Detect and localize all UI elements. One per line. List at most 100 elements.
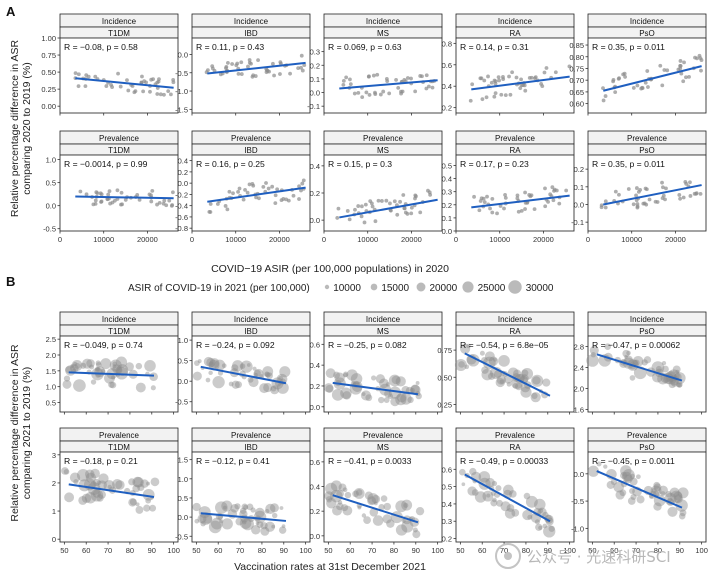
strip-outer-label: Prevalence (627, 134, 668, 143)
data-point (369, 508, 379, 517)
data-point (481, 368, 493, 381)
data-point (263, 382, 273, 393)
strip-outer-label: Incidence (630, 17, 665, 26)
y-axis-title-a: Relative percentage difference in ASRcom… (9, 39, 33, 217)
data-point (361, 392, 366, 396)
data-point (64, 492, 75, 503)
strip-inner-label: T1DM (108, 146, 130, 155)
data-point (76, 72, 81, 77)
data-point (586, 354, 599, 367)
data-point (660, 180, 664, 185)
data-point (243, 187, 247, 192)
data-point (133, 477, 144, 488)
plot-frame (455, 335, 575, 413)
data-point (386, 519, 395, 528)
data-point (669, 378, 674, 383)
data-point (635, 474, 641, 480)
stat-label: R = −0.47, p = 0.00062 (592, 340, 680, 350)
data-point (169, 92, 173, 97)
data-point (171, 80, 176, 85)
data-point (135, 382, 146, 393)
data-point (234, 381, 242, 389)
data-point (495, 485, 502, 492)
data-point (383, 502, 392, 511)
data-point (296, 66, 301, 71)
data-point (336, 502, 344, 511)
data-point (546, 199, 550, 204)
data-point (553, 70, 558, 75)
data-point (272, 512, 278, 519)
y-tick-label: 1.5 (46, 367, 56, 376)
data-point (149, 199, 154, 204)
data-point (326, 498, 337, 509)
data-point (482, 490, 494, 502)
regression-line (339, 198, 438, 219)
data-point (85, 472, 97, 483)
data-point (367, 493, 379, 505)
x-tick-label: 70 (104, 546, 112, 555)
data-point (149, 372, 158, 381)
data-point (531, 392, 538, 400)
data-point (681, 79, 686, 84)
data-point (527, 193, 532, 197)
data-point (394, 77, 398, 82)
data-point (491, 480, 498, 487)
data-point (478, 76, 483, 81)
data-point (509, 490, 517, 498)
data-point (424, 73, 429, 78)
data-point (676, 382, 681, 388)
data-point (284, 197, 289, 202)
y-tick-label: 0.2 (178, 168, 188, 177)
data-point (288, 71, 292, 76)
data-point (373, 92, 378, 96)
data-point (359, 204, 364, 209)
data-point (357, 505, 362, 510)
x-tick-label: 10000 (93, 235, 114, 244)
x-tick-label: 50 (192, 546, 200, 555)
strip-inner-label: RA (509, 327, 521, 336)
data-point (631, 359, 638, 366)
data-point (119, 202, 123, 207)
strip-outer-label: Prevalence (363, 134, 404, 143)
y-tick-label: 0.1 (574, 183, 584, 192)
regression-line (596, 470, 683, 509)
strip-inner-label: PsO (639, 146, 655, 155)
y-axis-title-line1: Relative percentage difference in ASR (9, 344, 21, 522)
data-point (647, 197, 652, 202)
data-point (599, 203, 604, 208)
data-point (627, 497, 636, 505)
data-point (235, 61, 240, 66)
size-legend-marker-15000 (370, 283, 378, 291)
data-point (590, 352, 597, 358)
data-point (194, 518, 200, 524)
data-point (137, 483, 145, 492)
data-point (519, 83, 524, 88)
panel-letter-a: A (6, 4, 16, 19)
x-tick-label: 10000 (225, 235, 246, 244)
data-point (90, 468, 100, 479)
data-point (106, 192, 111, 197)
data-point (426, 84, 431, 89)
data-point (673, 372, 686, 385)
data-point (200, 520, 206, 527)
y-tick-label: 0.4 (310, 483, 320, 492)
data-point (360, 390, 372, 401)
x-tick-label: 70 (236, 546, 244, 555)
strip-outer-label: Incidence (234, 315, 269, 324)
data-point (269, 503, 279, 513)
y-tick-label: 0.0 (442, 227, 452, 236)
regression-line (75, 77, 174, 89)
size-legend-marker-10000 (324, 284, 330, 290)
data-point (300, 68, 305, 73)
data-point (247, 60, 252, 65)
data-point (116, 364, 129, 376)
regression-line (603, 184, 702, 206)
data-point (601, 86, 605, 91)
data-point (325, 384, 334, 393)
data-point (507, 74, 511, 79)
data-point (636, 495, 645, 504)
data-point (279, 366, 291, 378)
data-point (198, 506, 211, 519)
y-tick-label: 0.0 (574, 470, 584, 479)
